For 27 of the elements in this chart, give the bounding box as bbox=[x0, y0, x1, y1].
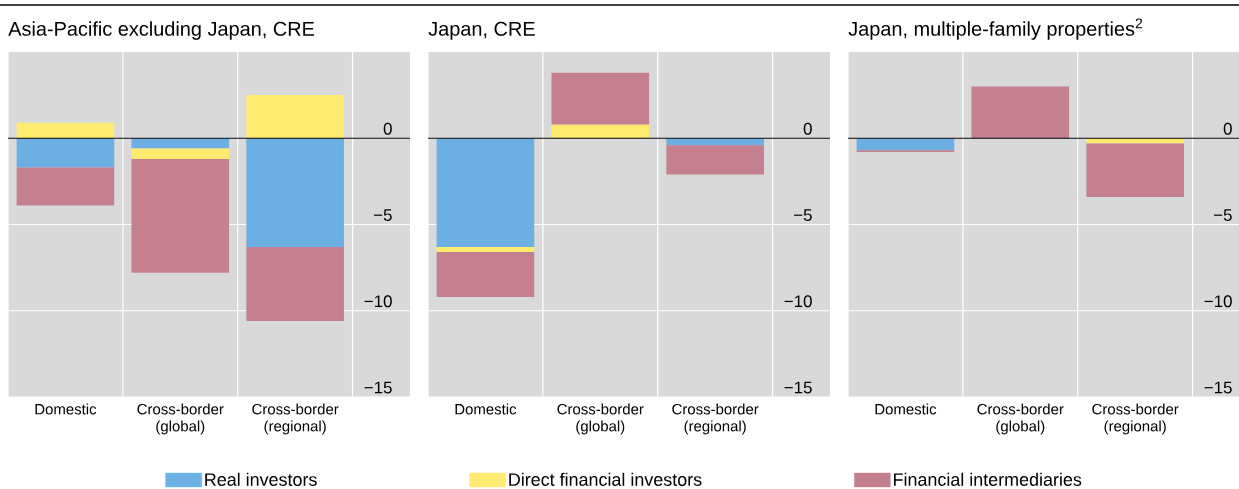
x-tick-label: Domestic bbox=[455, 403, 517, 415]
x-tick-label: Cross-border (global) bbox=[557, 403, 644, 435]
x-tick-label: Cross-border (regional) bbox=[1092, 403, 1179, 435]
legend-label: Real investors bbox=[205, 472, 317, 486]
y-tick-label: −5 bbox=[794, 209, 812, 221]
x-tick-label: Cross-border (regional) bbox=[672, 403, 759, 435]
x-tick-label: Cross-border (global) bbox=[137, 403, 224, 435]
chart-title: Japan, CRE bbox=[428, 21, 535, 40]
chart-title: Asia-Pacific excluding Japan, CRE bbox=[8, 21, 315, 40]
y-tick-label: −10 bbox=[784, 295, 812, 308]
y-tick-label: −10 bbox=[364, 295, 392, 308]
y-tick-label: −5 bbox=[374, 209, 392, 221]
y-tick-label: −15 bbox=[364, 381, 392, 394]
y-tick-label: −15 bbox=[1204, 381, 1232, 394]
y-tick-label: 0 bbox=[383, 122, 392, 135]
x-tick-label: Cross-border (regional) bbox=[252, 403, 339, 435]
y-tick-label: −10 bbox=[1204, 295, 1232, 308]
y-tick-label: −5 bbox=[1214, 209, 1232, 221]
x-tick-label: Domestic bbox=[35, 403, 97, 415]
x-tick-label: Domestic bbox=[875, 403, 937, 415]
x-tick-label: Cross-border (global) bbox=[977, 403, 1064, 435]
y-tick-label: 0 bbox=[803, 122, 812, 135]
legend-label: Financial intermediaries bbox=[894, 472, 1082, 486]
y-tick-label: 0 bbox=[1223, 122, 1232, 135]
y-tick-label: −15 bbox=[784, 381, 812, 394]
legend-label: Direct financial investors bbox=[509, 472, 702, 486]
chart-title: Japan, multiple-family properties$^{2}$ bbox=[848, 18, 1143, 40]
